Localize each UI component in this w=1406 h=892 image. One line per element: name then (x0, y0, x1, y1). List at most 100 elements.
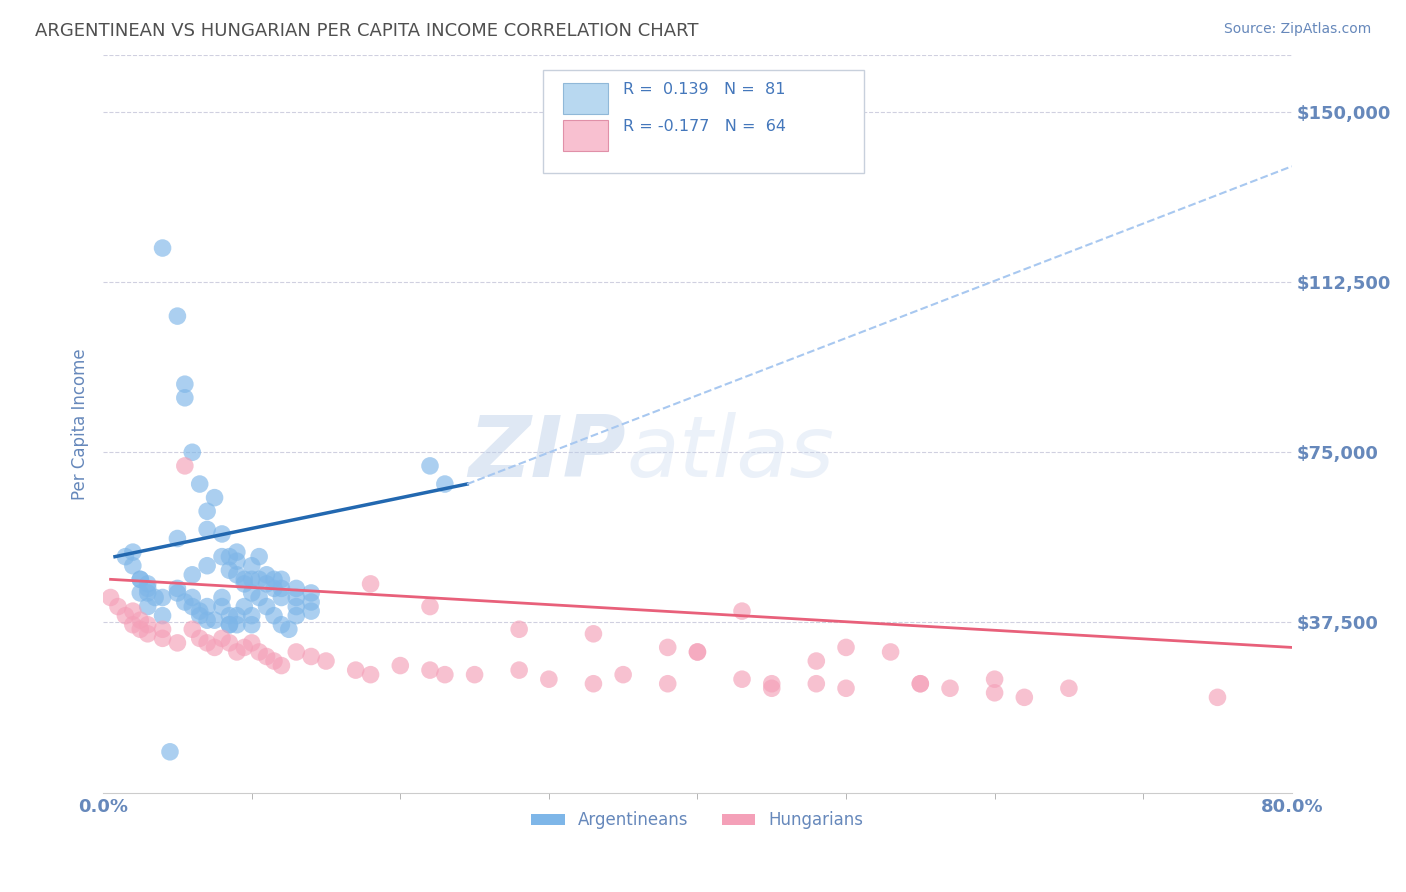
Point (218, 563, 240, 577)
Point (121, 558, 143, 573)
Point (806, 677, 828, 691)
Point (270, 617, 292, 632)
Point (939, 681, 962, 696)
FancyBboxPatch shape (543, 70, 863, 173)
Point (218, 617, 240, 632)
Point (173, 377, 195, 392)
Point (136, 599, 159, 614)
Point (270, 658, 292, 673)
Point (136, 582, 159, 596)
Point (181, 567, 204, 582)
Point (731, 672, 754, 686)
Point (173, 391, 195, 405)
Legend: Argentineans, Hungarians: Argentineans, Hungarians (524, 805, 870, 836)
Point (218, 608, 240, 623)
Point (129, 622, 152, 636)
Point (166, 309, 188, 323)
Point (879, 645, 901, 659)
Y-axis label: Per Capita Income: Per Capita Income (72, 348, 89, 500)
Point (143, 591, 166, 605)
Point (344, 663, 367, 677)
Point (240, 636, 263, 650)
Point (247, 645, 270, 659)
Point (211, 632, 233, 646)
Point (204, 491, 226, 505)
Point (181, 445, 204, 459)
Point (1057, 681, 1080, 696)
Point (285, 599, 308, 614)
Point (181, 622, 204, 636)
Point (983, 686, 1005, 700)
Point (240, 572, 263, 586)
Point (218, 549, 240, 564)
Point (188, 477, 211, 491)
Point (247, 549, 270, 564)
Point (188, 632, 211, 646)
Point (582, 677, 605, 691)
Point (285, 608, 308, 623)
Point (188, 604, 211, 618)
Point (263, 582, 285, 596)
Point (225, 567, 247, 582)
Point (419, 458, 441, 473)
Point (299, 595, 322, 609)
Point (211, 527, 233, 541)
Point (211, 549, 233, 564)
Point (129, 613, 152, 627)
Point (233, 572, 256, 586)
Text: ZIP: ZIP (468, 412, 626, 495)
Point (285, 591, 308, 605)
Point (247, 572, 270, 586)
Point (233, 599, 256, 614)
Point (835, 681, 858, 696)
Point (204, 613, 226, 627)
Point (761, 681, 783, 696)
Point (225, 554, 247, 568)
Point (181, 591, 204, 605)
Point (195, 636, 218, 650)
Point (657, 640, 679, 655)
Point (225, 645, 247, 659)
Point (136, 586, 159, 600)
Text: R = -0.177   N =  64: R = -0.177 N = 64 (623, 120, 786, 135)
Point (806, 654, 828, 668)
Point (419, 599, 441, 614)
Point (136, 577, 159, 591)
Point (263, 654, 285, 668)
Text: Source: ZipAtlas.com: Source: ZipAtlas.com (1223, 22, 1371, 37)
Point (166, 532, 188, 546)
Point (256, 567, 278, 582)
Point (136, 617, 159, 632)
Point (686, 645, 709, 659)
Point (173, 595, 195, 609)
Point (121, 545, 143, 559)
Point (835, 640, 858, 655)
Point (360, 667, 382, 681)
FancyBboxPatch shape (564, 120, 609, 151)
Point (152, 241, 174, 255)
Point (100, 591, 122, 605)
Point (360, 577, 382, 591)
Point (1014, 690, 1036, 705)
Point (114, 549, 136, 564)
Point (166, 636, 188, 650)
Point (270, 591, 292, 605)
Point (121, 604, 143, 618)
Point (731, 604, 754, 618)
Point (433, 477, 456, 491)
Point (136, 627, 159, 641)
Point (218, 617, 240, 632)
Point (910, 677, 932, 691)
Point (240, 586, 263, 600)
Point (256, 577, 278, 591)
Point (277, 622, 299, 636)
Point (299, 604, 322, 618)
Point (129, 586, 152, 600)
Point (195, 613, 218, 627)
Point (195, 558, 218, 573)
Point (195, 504, 218, 518)
Point (686, 645, 709, 659)
Text: R =  0.139   N =  81: R = 0.139 N = 81 (623, 82, 785, 97)
Point (195, 523, 218, 537)
Point (256, 599, 278, 614)
